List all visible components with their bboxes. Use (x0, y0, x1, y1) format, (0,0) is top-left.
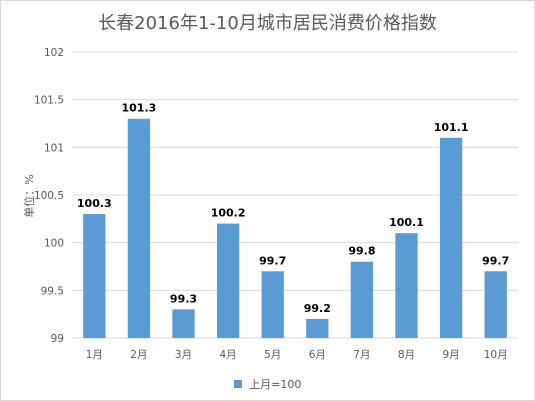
data-label: 100.3 (77, 197, 112, 210)
bar (83, 214, 106, 338)
data-label: 99.2 (304, 302, 331, 315)
legend-label: 上月=100 (249, 378, 302, 391)
data-label: 100.1 (389, 216, 424, 229)
x-tick-label: 2月 (130, 349, 147, 361)
bar (172, 309, 195, 338)
y-tick-label: 99.5 (41, 285, 64, 297)
x-tick-label: 9月 (443, 349, 460, 361)
bar (261, 271, 284, 338)
bar (395, 233, 418, 338)
bar (484, 271, 507, 338)
x-axis-ticks: 1月 2月 3月 4月 5月 6月 7月 8月 9月 10月 (86, 349, 508, 361)
bar (439, 137, 463, 338)
x-tick-label: 6月 (309, 349, 326, 361)
x-tick-label: 5月 (264, 349, 281, 361)
bar (127, 118, 151, 338)
bar (216, 223, 240, 338)
data-label: 101.1 (434, 121, 469, 134)
data-label: 99.3 (170, 292, 197, 305)
legend-swatch (233, 380, 242, 388)
y-tick-label: 101.5 (34, 95, 64, 107)
legend: 上月=100 (0, 376, 535, 392)
data-label: 100.2 (211, 207, 246, 220)
y-tick-label: 100 (44, 238, 64, 250)
data-label: 99.8 (348, 245, 375, 258)
x-tick-label: 10月 (484, 349, 508, 361)
x-tick-label: 8月 (398, 349, 415, 361)
bar (306, 318, 329, 338)
bars (83, 118, 507, 338)
chart-title: 长春2016年1-10月城市居民消费价格指数 (98, 13, 437, 34)
x-tick-label: 3月 (175, 349, 192, 361)
y-tick-label: 101 (44, 142, 64, 154)
x-tick-label: 4月 (220, 349, 237, 361)
data-label: 99.7 (259, 254, 286, 267)
y-tick-label: 99 (51, 333, 64, 345)
data-labels: 100.3 101.3 99.3 100.2 99.7 99.2 99.8 100.1 101.… (77, 102, 509, 315)
y-tick-label: 100.5 (34, 190, 64, 202)
x-tick-label: 1月 (86, 349, 103, 361)
y-tick-label: 102 (44, 47, 64, 59)
y-axis-ticks: 99 99.5 100 100.5 101 101.5 102 (34, 47, 64, 345)
x-tick-label: 7月 (353, 349, 370, 361)
data-label: 99.7 (482, 254, 509, 267)
bar (350, 261, 374, 338)
data-label: 101.3 (122, 102, 157, 115)
